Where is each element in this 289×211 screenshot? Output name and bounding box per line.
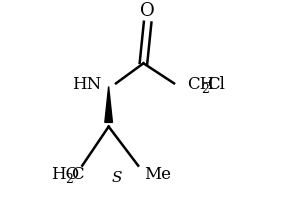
- Text: Cl: Cl: [207, 76, 225, 93]
- Text: S: S: [112, 171, 122, 185]
- Text: HO: HO: [51, 166, 79, 183]
- Text: HN: HN: [72, 76, 101, 93]
- Text: CH: CH: [187, 76, 214, 93]
- Text: O: O: [140, 2, 155, 20]
- Polygon shape: [105, 87, 112, 122]
- Text: 2: 2: [65, 173, 73, 186]
- Text: 2: 2: [201, 83, 209, 96]
- Text: Me: Me: [144, 166, 171, 183]
- Text: C: C: [71, 166, 83, 183]
